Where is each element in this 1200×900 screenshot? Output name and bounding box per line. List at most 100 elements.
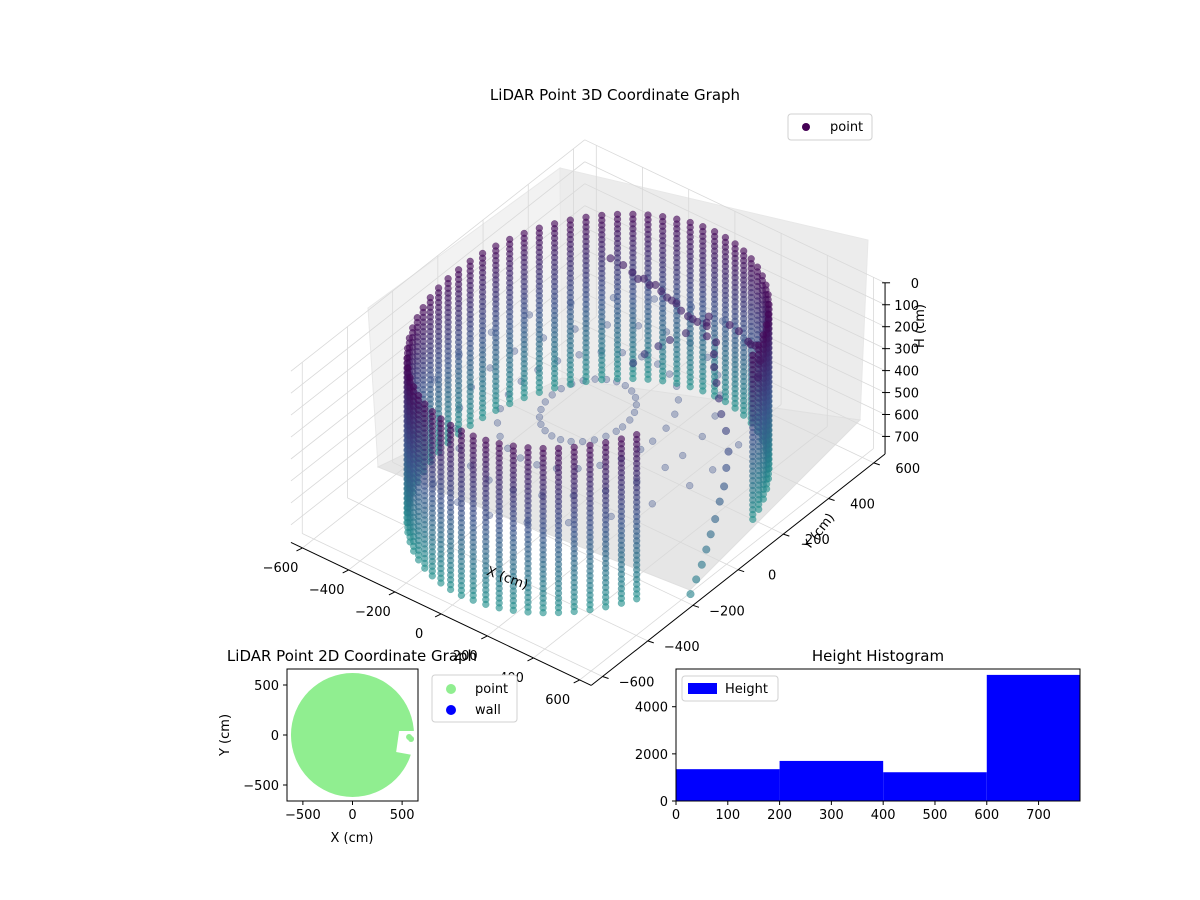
legend-label-point: point — [475, 682, 508, 697]
xlabel-2d: X (cm) — [331, 831, 374, 846]
data-point-3d — [621, 381, 629, 390]
y-tick-label-3d: −600 — [619, 676, 655, 691]
legend-frame — [787, 113, 873, 141]
data-point-3d — [566, 380, 574, 388]
x-tick-label-3d: −400 — [309, 583, 345, 598]
legend-histogram: Height — [681, 675, 779, 702]
data-point-3d — [644, 375, 652, 383]
data-point-3d — [414, 556, 423, 564]
data-point-3d — [650, 295, 659, 303]
legend-marker-point — [802, 123, 810, 131]
data-point-3d — [692, 575, 701, 584]
zlabel-3d: H (cm) — [913, 304, 928, 348]
data-point-3d — [598, 375, 606, 384]
data-point-3d — [554, 608, 563, 617]
data-point-3d — [495, 604, 503, 612]
x-tick-3d — [296, 547, 303, 552]
data-point-3d — [618, 423, 627, 431]
data-point-3d — [578, 437, 587, 446]
data-point-3d — [753, 373, 762, 382]
data-point-3d — [734, 327, 743, 336]
data-point-3d — [683, 312, 693, 321]
data-point-3d — [654, 342, 663, 351]
data-point-3d — [725, 320, 734, 330]
x-tick-label-histogram: 600 — [974, 808, 999, 823]
title-histogram: Height Histogram — [812, 647, 944, 665]
data-point-3d — [756, 356, 765, 365]
data-point-3d — [586, 605, 594, 614]
data-point-3d — [697, 560, 706, 569]
data-point-3d — [457, 591, 466, 599]
x-tick-label-3d: 600 — [545, 693, 570, 708]
x-tick-3d — [481, 635, 488, 640]
data-point-3d — [711, 515, 720, 524]
plot-3d: −600 −400 −200 0 200 400 600 −600 −400 −200 0 200 40… — [263, 86, 928, 708]
z-tick-label-3d: 400 — [894, 365, 919, 380]
point-cloud-2d — [290, 673, 415, 797]
data-point-3d — [673, 379, 681, 387]
histogram-bars — [676, 674, 1080, 801]
x-tick-label-3d: −200 — [355, 605, 391, 620]
data-point-3d — [630, 408, 639, 417]
data-point-3d — [724, 447, 733, 456]
histogram-bar — [676, 769, 780, 801]
back-gridline-horizontal — [584, 161, 886, 306]
data-point-3d — [662, 424, 670, 432]
y-tick-label-histogram: 4000 — [635, 701, 668, 716]
y-tick-label-3d: −400 — [664, 640, 700, 655]
data-point-3d — [556, 435, 565, 444]
y-tick-label-3d: 0 — [768, 569, 776, 584]
legend-marker-point — [446, 684, 456, 694]
data-point-3d — [721, 397, 730, 406]
x-tick-label-histogram: 200 — [767, 808, 792, 823]
data-points-3d — [403, 210, 773, 617]
x-tick-label-2d: 0 — [348, 808, 356, 823]
data-point-3d — [602, 603, 610, 611]
data-point-3d — [629, 374, 637, 383]
data-point-3d — [702, 322, 711, 331]
y-tick-label-histogram: 0 — [660, 795, 668, 810]
ticks-histogram: 0 100 200 300 400 500 600 700 0 2000 4000 — [635, 701, 1051, 823]
xlabel-3d: X (cm) — [484, 564, 530, 593]
y-tick-label-3d: 200 — [805, 533, 830, 548]
data-point-3d — [665, 370, 674, 378]
data-point-3d — [606, 254, 615, 263]
data-point-3d — [677, 306, 686, 315]
y-tick-label-2d: −500 — [243, 779, 279, 794]
data-point-3d — [537, 405, 545, 414]
data-point-3d — [749, 515, 757, 524]
data-point-3d — [506, 399, 514, 408]
z-tick-label-3d: 600 — [894, 409, 919, 424]
data-point-3d — [602, 432, 610, 440]
y-tick-label-2d: 500 — [254, 679, 279, 694]
x-tick-label-histogram: 100 — [715, 808, 740, 823]
data-point-3d — [722, 463, 731, 472]
data-point-3d — [539, 609, 547, 617]
z-tick-label-3d: 500 — [894, 387, 919, 402]
x-tick-label-2d: 500 — [390, 808, 415, 823]
legend-label-height: Height — [725, 682, 768, 697]
legend-marker-wall — [446, 705, 456, 715]
data-point-3d — [537, 420, 545, 428]
y-tick-3d — [873, 462, 880, 466]
data-point-3d — [617, 599, 626, 607]
y-tick-label-3d: 600 — [895, 462, 920, 477]
y-tick-label-histogram: 2000 — [635, 748, 668, 763]
z-tick-label-3d: 700 — [894, 430, 919, 445]
x-tick-3d — [573, 679, 580, 684]
axes-frame-histogram — [675, 668, 1081, 802]
missing-wedge-2d — [396, 731, 418, 756]
data-point-3d — [648, 500, 656, 508]
plot-histogram: 0 100 200 300 400 500 600 700 0 2000 4000 Height H… — [635, 647, 1081, 823]
z-tick-label-3d: 0 — [911, 277, 919, 292]
data-point-3d — [469, 596, 477, 604]
legend-label-wall: wall — [475, 703, 501, 718]
data-point-3d — [516, 454, 525, 462]
data-point-3d — [686, 590, 695, 599]
data-point-3d — [570, 607, 578, 616]
data-point-3d — [535, 413, 544, 421]
data-point-3d — [466, 421, 474, 430]
y-tick-3d — [602, 676, 609, 679]
data-point-3d — [428, 572, 436, 580]
